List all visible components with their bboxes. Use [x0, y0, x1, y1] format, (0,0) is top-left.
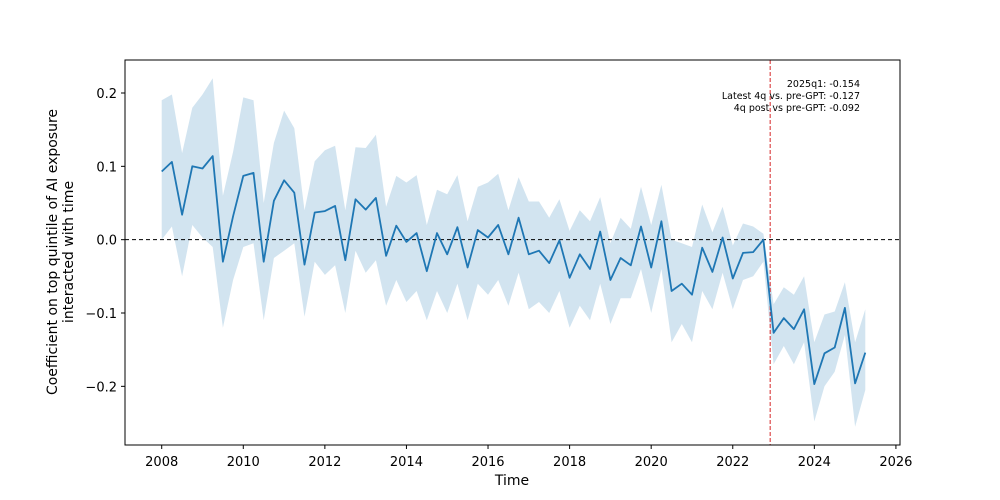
y-tick-label: −0.1 [85, 307, 117, 322]
x-axis-title: Time [494, 473, 529, 489]
x-tick-label: 2012 [308, 455, 341, 470]
y-tick-label: 0.2 [96, 87, 117, 102]
y-axis-title-line-1: Coefficient on top quintile of AI exposu… [45, 109, 61, 395]
y-tick-label: 0.0 [96, 234, 117, 249]
plot-area [125, 60, 900, 445]
coefficient-line [161, 155, 867, 385]
x-tick-label: 2026 [879, 455, 912, 470]
x-tick-label: 2020 [635, 455, 668, 470]
x-tick-label: 2014 [390, 455, 423, 470]
annotation-line-1: 2025q1: -0.154 [787, 79, 860, 90]
x-tick-label: 2022 [716, 455, 749, 470]
y-tick-label: −0.2 [85, 380, 117, 395]
confidence-band [161, 78, 866, 427]
y-tick-label: 0.1 [96, 160, 117, 175]
plot-frame [124, 59, 901, 446]
annotation-box: 2025q1: -0.154 Latest 4q vs. pre-GPT: -0… [722, 79, 860, 114]
x-tick-label: 2008 [145, 455, 178, 470]
annotation-line-3: 4q post vs pre-GPT: -0.092 [734, 103, 860, 114]
y-axis-title-line-2: interacted with time [61, 181, 77, 323]
x-tick-label: 2024 [798, 455, 831, 470]
x-tick-label: 2018 [553, 455, 586, 470]
x-tick-label: 2016 [471, 455, 504, 470]
axes: 2008 2010 2012 2014 2016 2018 2020 2022 2024 2026… [85, 59, 912, 470]
annotation-line-2: Latest 4q vs. pre-GPT: -0.127 [722, 91, 860, 102]
x-tick-label: 2010 [227, 455, 260, 470]
